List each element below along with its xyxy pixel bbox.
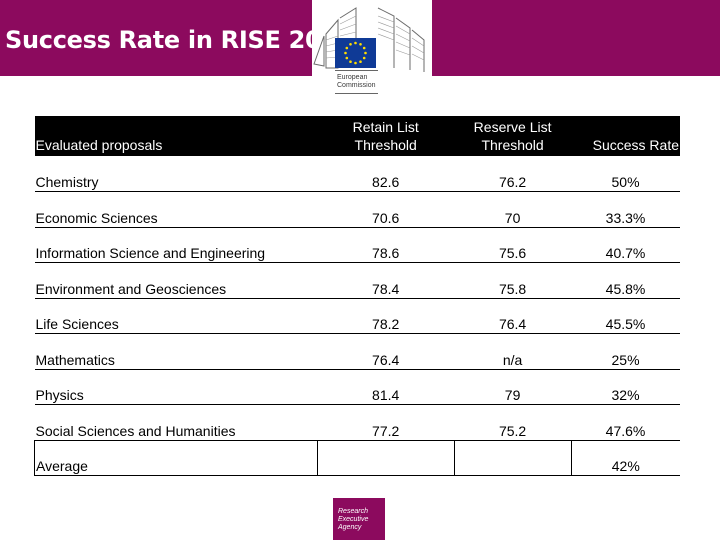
header-retain-threshold: Retain List Threshold [352, 119, 419, 153]
retain-value: 70.6 [317, 191, 455, 228]
success-rate-value: 47.6% [571, 404, 680, 441]
reserve-value: 75.6 [454, 227, 572, 263]
success-rate-value: 25% [571, 333, 680, 370]
success-rate-table: Evaluated proposals Retain List Threshol… [34, 116, 680, 476]
logo-divider [335, 93, 378, 94]
table-header-row: Evaluated proposals Retain List Threshol… [34, 116, 680, 156]
european-commission-logo: European Commission [312, 0, 432, 102]
table-row: Life Sciences 78.2 76.4 45.5% [34, 298, 680, 334]
success-rate-value: 50% [571, 156, 680, 192]
ec-logo-text: European Commission [337, 74, 376, 89]
reserve-value: 76.2 [454, 156, 572, 192]
panel-name: Chemistry [34, 156, 318, 192]
average-retain-value [316, 439, 455, 476]
retain-value: 76.4 [317, 333, 455, 370]
reserve-value: 75.8 [454, 262, 572, 299]
panel-name: Physics [34, 369, 318, 405]
table-row: Mathematics 76.4 n/a 25% [34, 333, 680, 370]
reserve-value: 70 [454, 191, 572, 228]
panel-name: Economic Sciences [34, 191, 318, 228]
panel-name: Mathematics [34, 333, 318, 370]
eu-flag-icon [335, 38, 376, 68]
panel-name: Social Sciences and Humanities [34, 404, 318, 441]
success-rate-value: 40.7% [571, 227, 680, 263]
retain-value: 78.4 [317, 262, 455, 299]
table-row: Economic Sciences 70.6 70 33.3% [34, 191, 680, 228]
success-rate-value: 45.8% [571, 262, 680, 299]
retain-value: 78.6 [317, 227, 455, 263]
header-success-rate: Success Rate [592, 137, 679, 153]
average-label: Average [34, 439, 318, 476]
header-evaluated-proposals: Evaluated proposals [35, 137, 163, 153]
table-row: Environment and Geosciences 78.4 75.8 45… [34, 262, 680, 299]
reserve-value: n/a [454, 333, 572, 370]
table-row: Social Sciences and Humanities 77.2 75.2… [34, 404, 680, 441]
page-title: Success Rate in RISE 2014 [5, 26, 355, 54]
rea-logo: Research Executive Agency [333, 498, 385, 540]
logo-divider [335, 70, 378, 71]
table-row: Chemistry 82.6 76.2 50% [34, 156, 680, 192]
average-success-rate: 42% [571, 440, 680, 476]
retain-value: 78.2 [317, 298, 455, 334]
panel-name: Environment and Geosciences [34, 262, 318, 299]
table-row: Information Science and Engineering 78.6… [34, 227, 680, 263]
success-rate-value: 32% [571, 369, 680, 405]
reserve-value: 79 [454, 369, 572, 405]
reserve-value: 75.2 [454, 404, 572, 441]
panel-name: Life Sciences [34, 298, 318, 334]
table-row: Physics 81.4 79 32% [34, 369, 680, 405]
average-reserve-value [453, 439, 572, 476]
average-row: Average 42% [34, 439, 680, 476]
success-rate-value: 45.5% [571, 298, 680, 334]
retain-value: 82.6 [317, 156, 455, 192]
success-rate-value: 33.3% [571, 191, 680, 228]
reserve-value: 76.4 [454, 298, 572, 334]
retain-value: 81.4 [317, 369, 455, 405]
header-reserve-threshold: Reserve List Threshold [473, 119, 552, 153]
retain-value: 77.2 [317, 404, 455, 441]
panel-name: Information Science and Engineering [34, 227, 318, 263]
